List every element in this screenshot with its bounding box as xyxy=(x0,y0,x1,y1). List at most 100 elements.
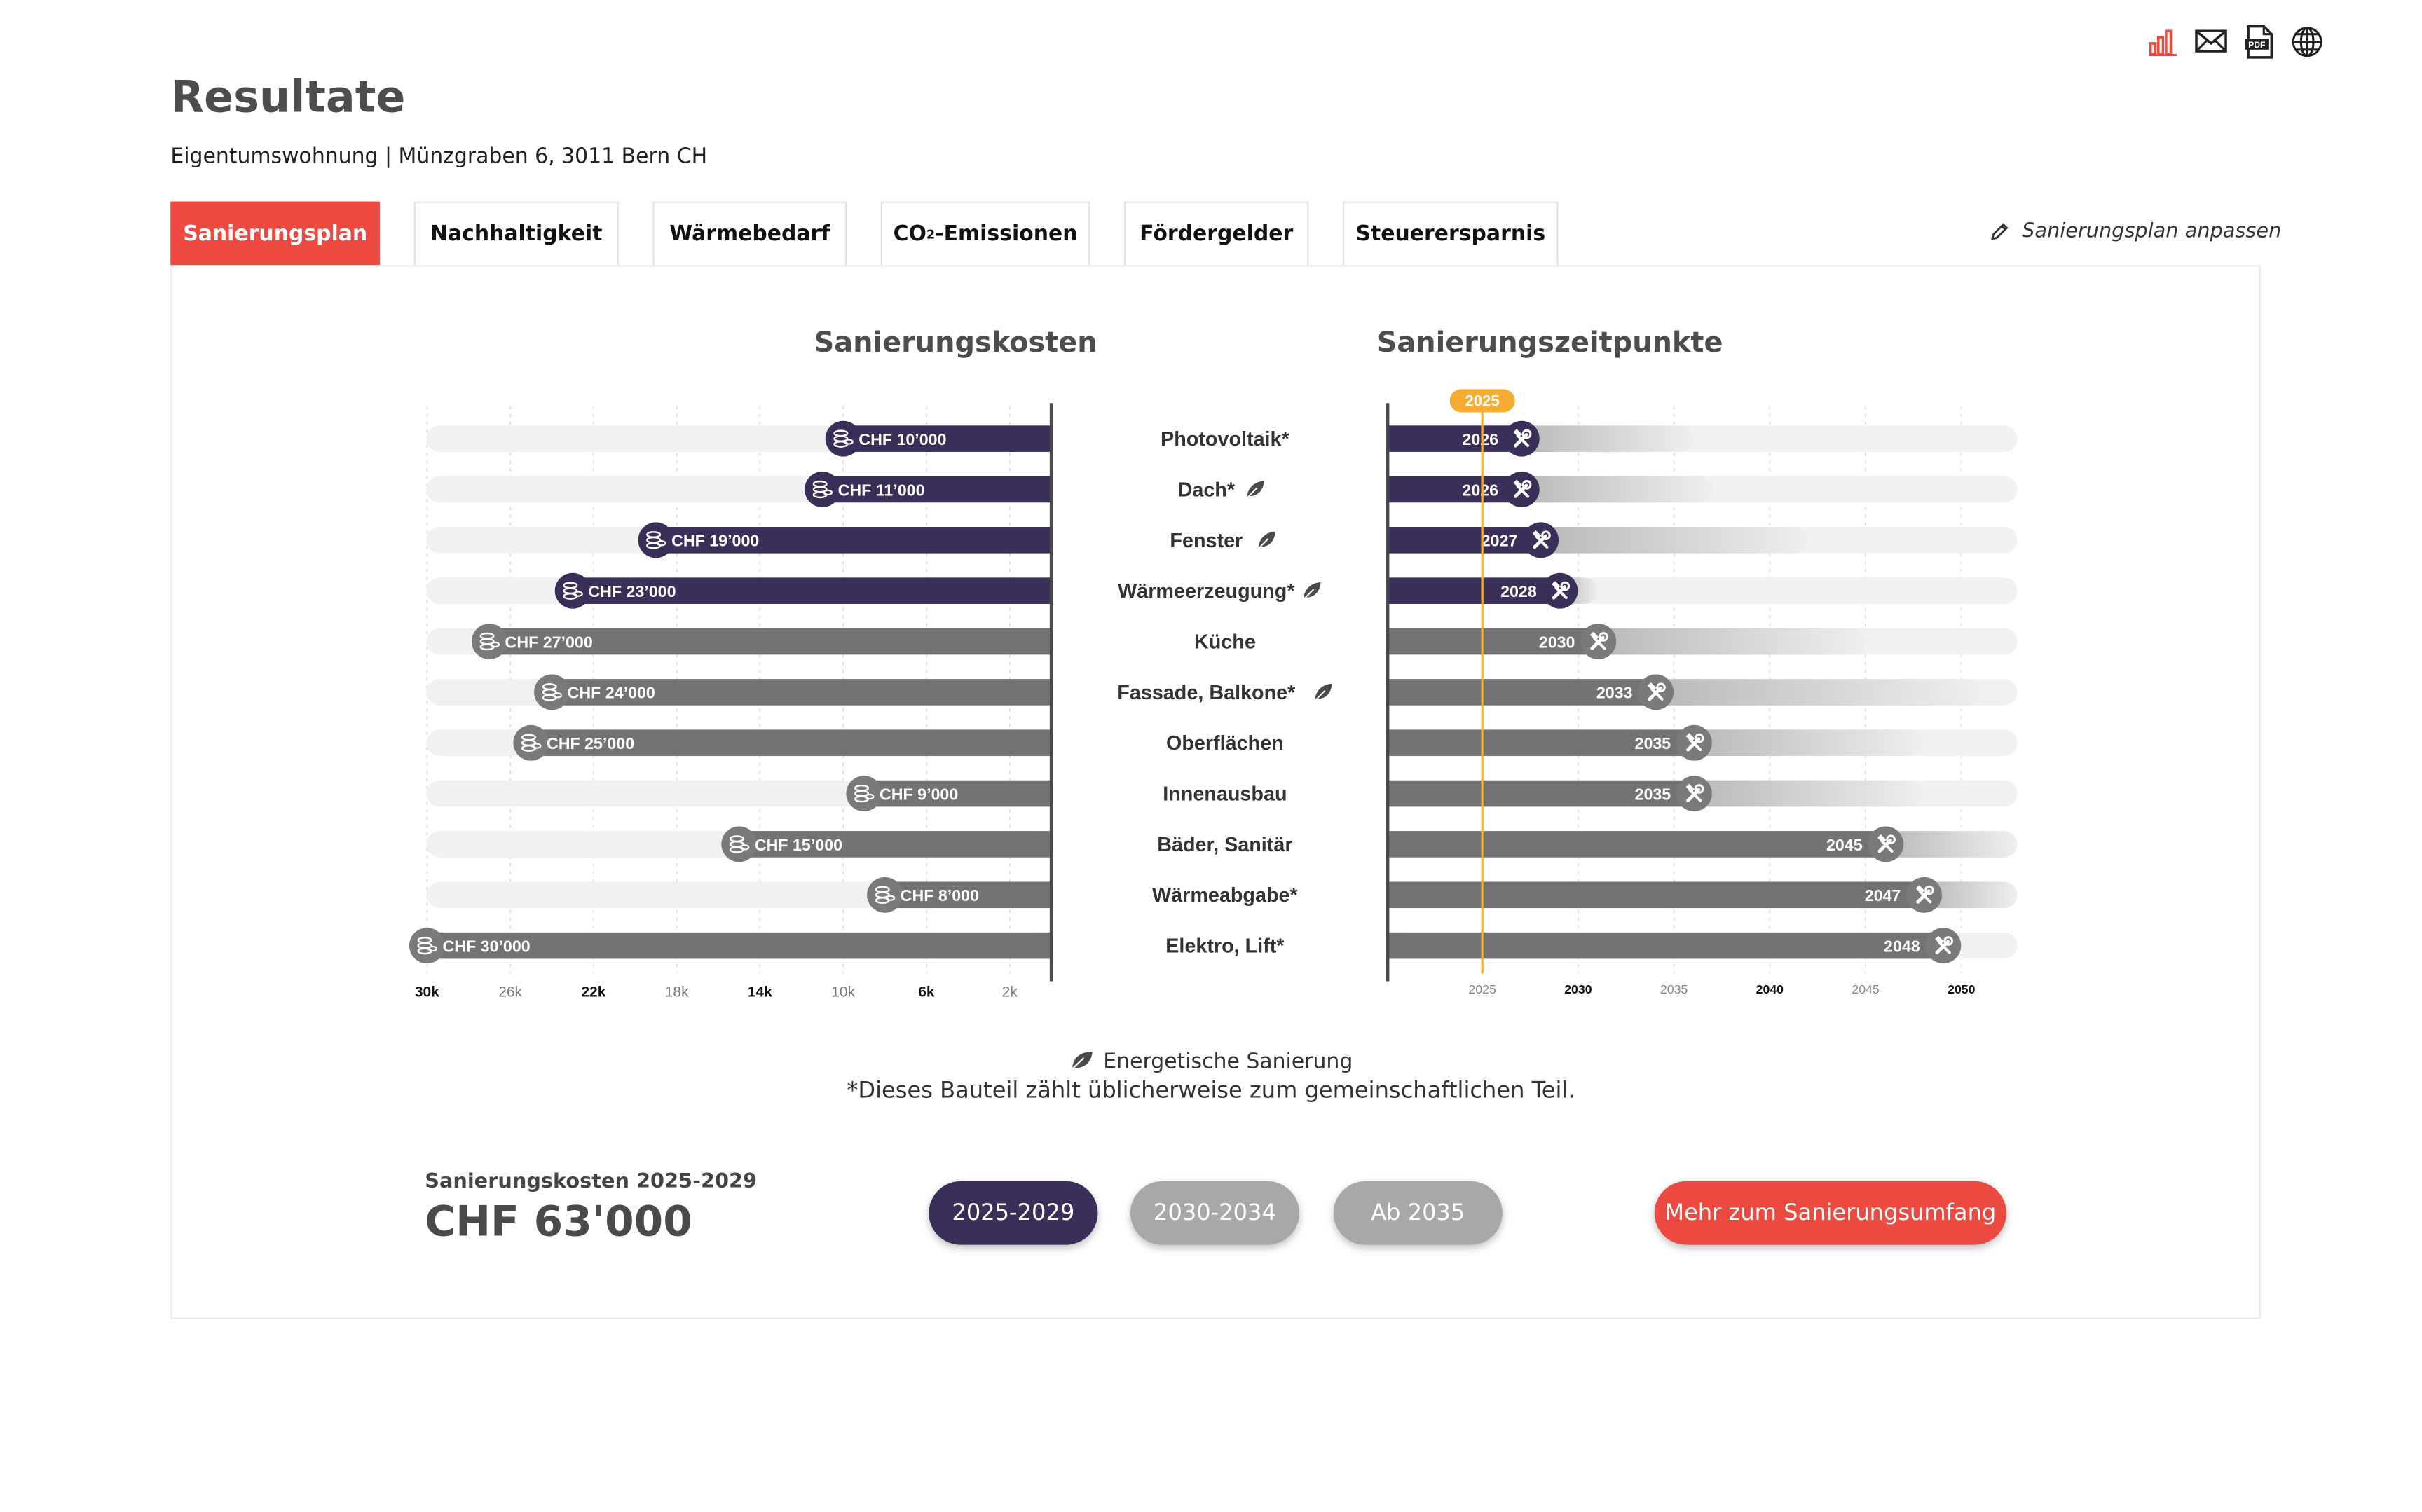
category-label: Dach* xyxy=(1178,479,1236,501)
category-label: Innenausbau xyxy=(1163,783,1287,806)
cost-bar-label: CHF 30’000 xyxy=(442,937,530,955)
tab-waermebedarf[interactable]: Wärmebedarf xyxy=(652,201,847,266)
leaf-icon xyxy=(1315,683,1332,701)
hammer-head xyxy=(1935,935,1944,945)
timeline-range xyxy=(1924,881,2018,909)
cost-bar-label: CHF 11’000 xyxy=(838,481,925,499)
leaf-icon xyxy=(1071,1052,1092,1070)
cost-bar-cap xyxy=(513,724,549,761)
timeline-year-label: 2047 xyxy=(1865,886,1901,905)
cost-bar-cap xyxy=(805,472,840,507)
cost-bar-cap xyxy=(534,674,570,710)
svg-text:PDF: PDF xyxy=(2248,40,2265,50)
cost-tick-label: 30k xyxy=(415,984,439,1001)
hammer-handle xyxy=(1535,535,1549,549)
category-label: Küche xyxy=(1194,631,1256,653)
cost-bar-label: CHF 25’000 xyxy=(547,734,634,752)
timeline-bar xyxy=(1388,780,1695,807)
pdf-icon[interactable]: PDF xyxy=(2240,23,2278,60)
period-button-2025-2029[interactable]: 2025-2029 xyxy=(929,1181,1098,1245)
cost-bar xyxy=(884,881,1052,909)
current-year-label: 2025 xyxy=(1465,392,1500,410)
tools-icon xyxy=(1685,783,1704,802)
tab-co2-emissionen[interactable]: CO 2 -Emissionen xyxy=(880,201,1090,266)
period-button-ab-2035[interactable]: Ab 2035 xyxy=(1333,1181,1503,1245)
timeline-bar xyxy=(1388,729,1695,757)
cost-bar xyxy=(573,577,1052,604)
timeline-bar xyxy=(1388,476,1522,503)
more-scope-button[interactable]: Mehr zum Sanierungsumfang xyxy=(1654,1181,2006,1245)
legend-energetic-label: Energetische Sanierung xyxy=(1103,1049,1353,1075)
hammer-handle xyxy=(1688,738,1702,752)
hammer-head xyxy=(1532,530,1542,539)
hammer-handle xyxy=(1554,586,1568,600)
tab-steuerersparnis[interactable]: Steuerersparnis xyxy=(1343,201,1559,266)
category-label: Fassade, Balkone* xyxy=(1117,682,1296,704)
timeline-bar xyxy=(1388,577,1560,604)
tab-nachhaltigkeit[interactable]: Nachhaltigkeit xyxy=(413,201,619,266)
category-label: Wärmeabgabe* xyxy=(1152,884,1299,907)
timeline-year-label: 2048 xyxy=(1884,937,1920,955)
legend-energetic: Energetische Sanierung xyxy=(0,1050,2422,1074)
wrench-head xyxy=(1943,936,1954,946)
wrench-head xyxy=(1694,733,1704,743)
coins-icon xyxy=(563,582,583,600)
cost-tick-label: 6k xyxy=(918,984,935,1001)
cost-tick-label: 26k xyxy=(498,984,522,1001)
hammer-handle xyxy=(1688,789,1702,802)
hammer-handle xyxy=(1880,839,1894,853)
coin xyxy=(823,489,833,496)
timeline-range xyxy=(1521,425,1693,452)
toolbar: PDF xyxy=(2144,23,2331,60)
cost-chart-title: Sanierungskosten xyxy=(814,327,1097,360)
wrench-head xyxy=(1656,682,1666,693)
tools-icon xyxy=(1552,581,1571,600)
year-tick-label: 2040 xyxy=(1756,982,1784,996)
timeline-bar xyxy=(1388,679,1656,706)
cost-bar-cap xyxy=(638,522,674,558)
cost-bar xyxy=(739,831,1052,858)
chart-icon[interactable] xyxy=(2144,23,2182,60)
timeline-range xyxy=(1655,679,1981,706)
timeline-year-label: 2035 xyxy=(1635,734,1671,752)
coins-icon xyxy=(812,480,833,499)
current-year-badge xyxy=(1449,389,1515,413)
cost-bar xyxy=(489,628,1052,655)
year-tick-label: 2025 xyxy=(1468,982,1496,996)
timeline-bar xyxy=(1388,628,1599,655)
timeline-bar xyxy=(1388,425,1522,452)
leaf-vein xyxy=(1304,589,1315,599)
hammer-handle xyxy=(1650,687,1664,701)
hammer-head xyxy=(1685,783,1695,793)
coin xyxy=(490,641,500,648)
cost-bar xyxy=(863,780,1052,807)
timeline-year-label: 2045 xyxy=(1826,836,1863,854)
period-button-2030-2034[interactable]: 2030-2034 xyxy=(1130,1181,1300,1245)
cost-bar-cap xyxy=(846,776,882,812)
timeline-year-label: 2027 xyxy=(1482,532,1518,550)
year-tick-label: 2035 xyxy=(1660,982,1688,996)
coin xyxy=(844,439,854,445)
year-tick-label: 2050 xyxy=(1948,982,1976,996)
timeline-range xyxy=(1694,729,1924,757)
tools-icon xyxy=(1935,935,1954,955)
tab-sanierungsplan[interactable]: Sanierungsplan xyxy=(170,201,381,266)
adjust-plan-link[interactable]: Sanierungsplan anpassen xyxy=(1990,220,2281,243)
summary-cost-value: CHF 63'000 xyxy=(425,1198,692,1246)
tools-icon xyxy=(1647,682,1666,701)
mail-icon[interactable] xyxy=(2192,23,2229,60)
cost-tick-label: 18k xyxy=(665,984,689,1001)
coins-icon xyxy=(542,683,563,701)
tab-co2-label-rest: -Emissionen xyxy=(935,221,1078,247)
wrench-head xyxy=(1694,784,1704,794)
coins-icon xyxy=(833,429,854,448)
cost-bar xyxy=(843,425,1052,452)
timeline-bar xyxy=(1388,527,1541,554)
cost-bar-label: CHF 24’000 xyxy=(568,684,655,702)
tab-foerdergelder[interactable]: Fördergelder xyxy=(1124,201,1309,266)
wrench-head xyxy=(1521,429,1532,439)
category-label: Wärmeerzeugung* xyxy=(1118,580,1295,603)
globe-icon[interactable] xyxy=(2289,23,2326,60)
timeline-year-label: 2035 xyxy=(1635,785,1671,803)
leaf-vein xyxy=(1258,537,1269,549)
